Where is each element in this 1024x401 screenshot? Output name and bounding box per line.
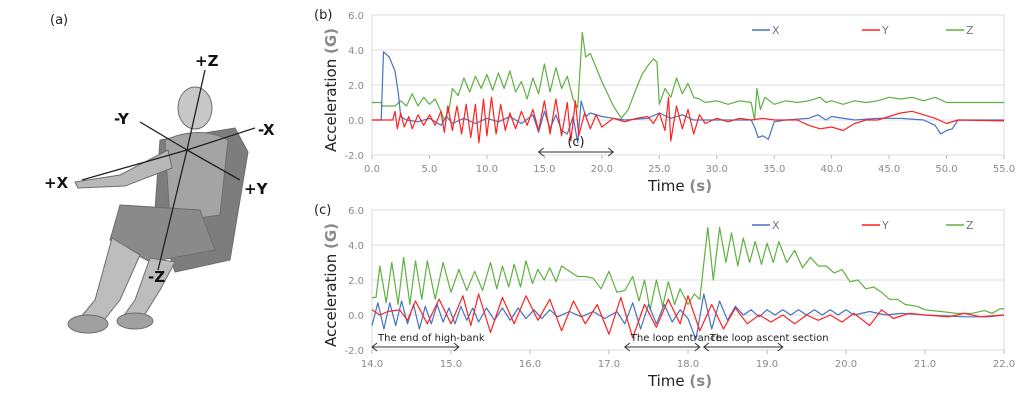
x-tick-label: 14.0 <box>361 359 383 370</box>
x-tick-label: 10.0 <box>476 164 498 175</box>
legend-label-y: Y <box>881 219 889 232</box>
x-axis-title: Time <box>647 372 689 390</box>
panel-a: (a) +Z -Z -X +X -Y +Y <box>44 13 275 334</box>
y-tick-label: -2.0 <box>344 151 364 162</box>
head-shape <box>177 86 213 130</box>
legend-label-x: X <box>772 24 780 37</box>
x-tick-label: 16.0 <box>519 359 541 370</box>
x-tick-label: 17.0 <box>598 359 620 370</box>
y-tick-label: 0.0 <box>348 116 364 127</box>
x-axis-unit: (s) <box>689 177 712 195</box>
arrowhead-right <box>777 342 784 352</box>
body-axes <box>81 69 256 271</box>
arrowhead-left <box>371 342 378 352</box>
legend-label-z: Z <box>966 24 974 37</box>
shoe-right-shape <box>116 312 154 330</box>
y-axis-unit: (G) <box>322 28 340 54</box>
x-axis-label: Time (s) <box>647 372 712 390</box>
x-tick-label: 22.0 <box>993 359 1015 370</box>
series-line-z <box>372 226 1004 314</box>
y-tick-label: 0.0 <box>348 311 364 322</box>
y-axis-title: Acceleration <box>322 249 340 347</box>
y-tick-label: -2.0 <box>344 346 364 357</box>
x-tick-label: 30.0 <box>706 164 728 175</box>
legend-label-y: Y <box>881 24 889 37</box>
axis-minus-z-line <box>157 149 188 271</box>
y-axis-label: Acceleration (G) <box>322 28 340 152</box>
chart-c: (c) 6.0 4.0 2.0 0.0 -2.0 14.0 15.0 16.0 17.0 18.0 1… <box>314 203 1015 390</box>
x-tick-label: 20.0 <box>591 164 613 175</box>
x-tick-label: 55.0 <box>993 164 1015 175</box>
y-tick-label: 4.0 <box>348 241 364 252</box>
x-tick-label: 40.0 <box>821 164 843 175</box>
axis-minus-y-line <box>139 121 188 151</box>
y-axis-title: Acceleration <box>322 54 340 152</box>
x-tick-label: 18.0 <box>677 359 699 370</box>
arrowhead-right <box>607 147 615 157</box>
y-tick-label: 2.0 <box>348 276 364 287</box>
arrowhead-left <box>702 342 710 352</box>
panel-label: (b) <box>314 8 332 23</box>
y-axis-label: Acceleration (G) <box>322 223 340 347</box>
x-tick-label: 19.0 <box>756 359 778 370</box>
y-tick-label: 2.0 <box>348 81 364 92</box>
series-line-y <box>371 293 1005 339</box>
arrowhead-left <box>537 147 544 157</box>
arrowhead-right <box>694 342 701 352</box>
series-line-x <box>371 293 1005 341</box>
legend-label-z: Z <box>966 219 974 232</box>
charts: (b) 6.04.02.00.0-2.00.0 5.0 10.0 15.0 20.0 25.… <box>314 8 1015 390</box>
x-axis-label: Time (s) <box>647 177 712 195</box>
axis-label-plus-y: +Y <box>244 180 269 198</box>
arrowhead-right <box>453 342 460 352</box>
axis-plus-x-line <box>81 149 188 181</box>
y-tick-label: 6.0 <box>348 206 364 217</box>
axis-label-minus-z: -Z <box>148 268 165 286</box>
x-tick-label: 15.0 <box>533 164 555 175</box>
x-tick-label: 50.0 <box>935 164 957 175</box>
annotation-label: The loop ascent section <box>709 333 829 344</box>
x-tick-label: 0.0 <box>364 164 380 175</box>
x-axis-unit: (s) <box>689 372 712 390</box>
panel-a-label: (a) <box>50 13 68 28</box>
panel-label: (c) <box>314 203 331 218</box>
y-tick-label: 6.0 <box>348 11 364 22</box>
seated-person-illustration <box>67 86 249 334</box>
annotation-label: (c) <box>567 135 584 150</box>
legend-label-x: X <box>772 219 780 232</box>
arrowhead-left <box>623 342 631 352</box>
y-axis-unit: (G) <box>322 223 340 249</box>
x-tick-label: 20.0 <box>835 359 857 370</box>
x-axis-title: Time <box>647 177 689 195</box>
series-line-x <box>372 51 1004 144</box>
x-tick-label: 15.0 <box>440 359 462 370</box>
axis-plus-y-line <box>186 149 241 181</box>
series-line-z <box>372 31 1004 121</box>
x-tick-label: 45.0 <box>878 164 900 175</box>
axis-minus-x-line <box>186 127 256 151</box>
arm-shape <box>74 149 173 189</box>
y-tick-label: 4.0 <box>348 46 364 57</box>
shoe-left-shape <box>67 314 109 334</box>
torso-shape <box>164 132 229 223</box>
lap-shape <box>109 204 216 263</box>
axis-label-plus-x: +X <box>44 174 69 192</box>
annotation-label: The end of high-bank <box>377 333 485 344</box>
x-tick-label: 5.0 <box>422 164 438 175</box>
axis-label-plus-z: +Z <box>195 52 219 70</box>
axis-label-minus-x: -X <box>258 121 275 139</box>
x-tick-label: 35.0 <box>763 164 785 175</box>
axis-label-minus-y: -Y <box>114 110 130 128</box>
axis-plus-z-line <box>186 69 206 151</box>
x-tick-label: 25.0 <box>648 164 670 175</box>
chart-b: (b) 6.04.02.00.0-2.00.0 5.0 10.0 15.0 20.0 25.… <box>314 8 1015 195</box>
series-line-y <box>372 96 1005 144</box>
annotation-label: The loop entrance <box>630 333 722 344</box>
x-tick-label: 21.0 <box>914 359 936 370</box>
